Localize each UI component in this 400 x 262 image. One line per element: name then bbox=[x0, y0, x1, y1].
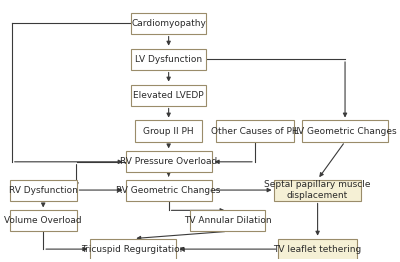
Text: TV Annular Dilation: TV Annular Dilation bbox=[184, 216, 271, 225]
Text: Elevated LVEDP: Elevated LVEDP bbox=[133, 91, 204, 100]
Text: RV Pressure Overload: RV Pressure Overload bbox=[120, 157, 217, 166]
Text: Volume Overload: Volume Overload bbox=[4, 216, 82, 225]
Text: RV Dysfunction: RV Dysfunction bbox=[9, 185, 78, 195]
Text: Group II PH: Group II PH bbox=[143, 127, 194, 135]
FancyBboxPatch shape bbox=[135, 121, 202, 141]
FancyBboxPatch shape bbox=[274, 179, 361, 201]
FancyBboxPatch shape bbox=[302, 121, 388, 141]
Text: Tricuspid Regurgitation: Tricuspid Regurgitation bbox=[81, 245, 186, 254]
Text: LV Dysfunction: LV Dysfunction bbox=[135, 54, 202, 64]
Text: LV Geometric Changes: LV Geometric Changes bbox=[294, 127, 396, 135]
FancyBboxPatch shape bbox=[90, 239, 176, 260]
FancyBboxPatch shape bbox=[126, 179, 212, 201]
FancyBboxPatch shape bbox=[131, 48, 206, 70]
FancyBboxPatch shape bbox=[126, 151, 212, 172]
FancyBboxPatch shape bbox=[190, 210, 265, 231]
Text: Other Causes of PH: Other Causes of PH bbox=[211, 127, 299, 135]
FancyBboxPatch shape bbox=[278, 239, 357, 260]
FancyBboxPatch shape bbox=[216, 121, 294, 141]
Text: Septal papillary muscle
displacement: Septal papillary muscle displacement bbox=[264, 180, 371, 200]
Text: RV Geometric Changes: RV Geometric Changes bbox=[116, 185, 221, 195]
FancyBboxPatch shape bbox=[10, 210, 76, 231]
Text: TV leaflet tethering: TV leaflet tethering bbox=[274, 245, 362, 254]
FancyBboxPatch shape bbox=[131, 85, 206, 106]
FancyBboxPatch shape bbox=[10, 179, 76, 201]
FancyBboxPatch shape bbox=[131, 13, 206, 34]
Text: Cardiomyopathy: Cardiomyopathy bbox=[131, 19, 206, 28]
